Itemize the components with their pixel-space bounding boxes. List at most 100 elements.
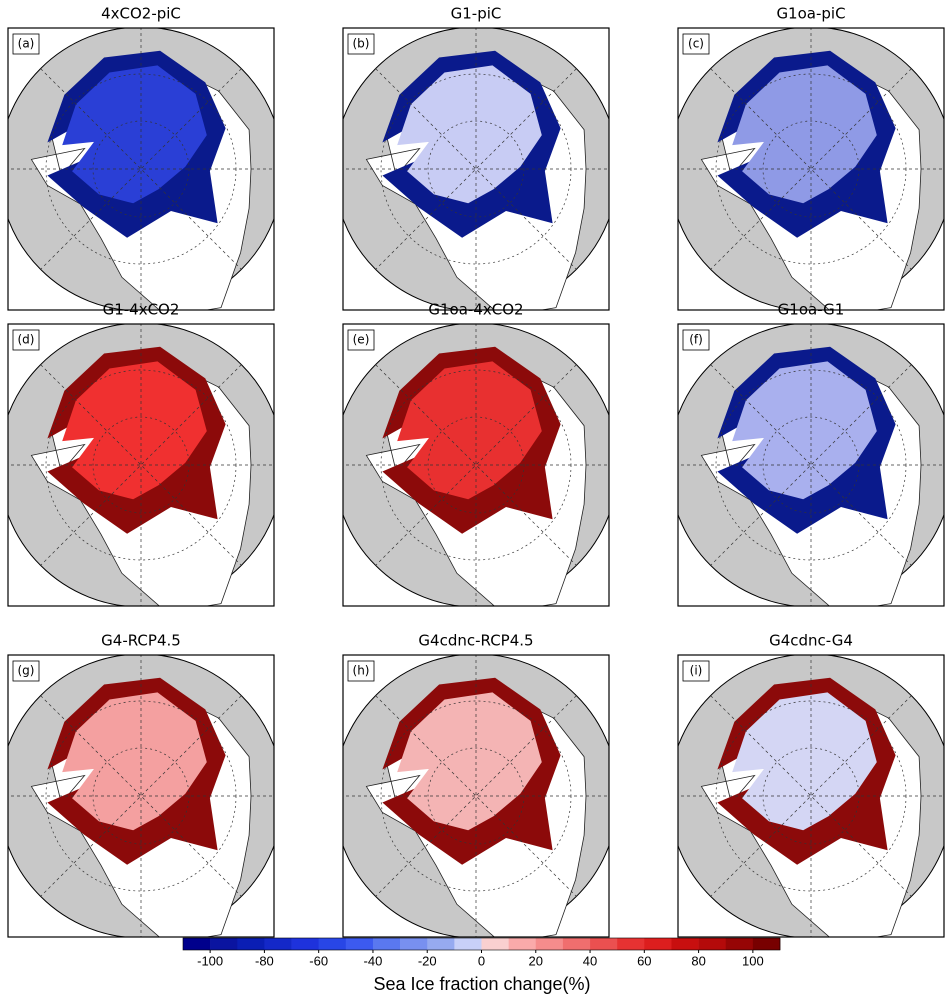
sea-ice [397,65,542,204]
panel-label: (f) [689,333,703,347]
panel-frame [342,27,610,311]
meridian [710,364,912,566]
meridian [710,364,912,566]
colorbar-segment [183,938,211,950]
parallel [762,416,860,514]
panel-title: G1-piC [451,5,502,23]
colorbar-tick-label: -60 [309,953,328,968]
meridian [710,68,912,270]
label-box [682,660,710,682]
panel-label: (a) [18,37,35,51]
colorbar-tick-label: -100 [197,953,223,968]
label-box [12,329,40,351]
meridian [375,68,577,270]
panel-title: 4xCO2-piC [101,5,181,23]
label-box [347,660,375,682]
panel-title: G1oa-4xCO2 [428,301,523,319]
colorbar-segment [698,938,727,950]
label-box [347,329,375,351]
panel-label: (c) [688,37,704,51]
map [678,28,944,310]
parallel [380,73,572,265]
colorbar-segment [400,938,428,950]
map [343,28,609,310]
colorbar-tick-label: 100 [742,953,764,968]
parallel [380,700,572,892]
meridian [710,695,912,897]
parallel [380,369,572,561]
map [8,28,274,310]
colorbar-segment [617,938,645,950]
panel-title: G1-4xCO2 [103,301,180,319]
map [343,324,609,606]
label-box [12,33,40,55]
colorbar-label: Sea Ice fraction change(%) [373,974,590,994]
colorbar-tick-label: -40 [364,953,383,968]
colorbar-segment [237,938,265,950]
meridian [40,68,242,270]
colorbar-segment [427,938,455,950]
parallel [762,120,860,218]
meridian [375,364,577,566]
colorbar-segment [210,938,238,950]
parallel [45,700,237,892]
meridian [40,364,242,566]
map [8,655,274,937]
label-box [12,660,40,682]
colorbar-segment [590,938,618,950]
panel-frame [677,27,945,311]
sea-ice [397,361,542,500]
colorbar-segment [671,938,699,950]
parallel [92,120,190,218]
meridian [40,364,242,566]
colorbar-segment [752,938,781,950]
sea-ice [732,692,877,831]
sea-ice [62,692,207,831]
panel-frame [7,27,275,311]
meridian [375,695,577,897]
meridian [375,68,577,270]
panel-label: (i) [690,664,703,678]
sea-ice [62,65,207,204]
sea-ice [732,65,877,204]
meridian [40,695,242,897]
colorbar-segment [725,938,754,950]
panel-title: G4cdnc-RCP4.5 [418,632,533,650]
map [678,324,944,606]
colorbar-segment [535,938,564,950]
panel-label: (e) [353,333,370,347]
colorbar-segment [345,938,374,950]
meridian [375,364,577,566]
parallel [92,747,190,845]
parallel [45,369,237,561]
parallel [45,73,237,265]
colorbar-tick-label: 20 [529,953,543,968]
colorbar-segment [481,938,509,950]
panel-label: (b) [353,37,370,51]
parallel [92,416,190,514]
parallel [762,747,860,845]
colorbar-tick-label: 40 [583,953,597,968]
panel-label: (d) [18,333,35,347]
panel-frame [342,323,610,607]
colorbar-tick-label: -20 [418,953,437,968]
colorbar-segment [454,938,482,950]
label-box [682,329,710,351]
meridian [375,695,577,897]
meridian [710,695,912,897]
parallel [715,369,907,561]
panel-label: (g) [18,664,35,678]
parallel [715,700,907,892]
panel-frame [342,654,610,938]
meridian [710,68,912,270]
colorbar-segment [291,938,319,950]
colorbar-segment [508,938,537,950]
panel-frame [7,654,275,938]
colorbar-segment [562,938,591,950]
colorbar-segment [318,938,347,950]
panel-frame [677,323,945,607]
panel-title: G1oa-piC [776,5,845,23]
map [343,655,609,937]
label-box [347,33,375,55]
